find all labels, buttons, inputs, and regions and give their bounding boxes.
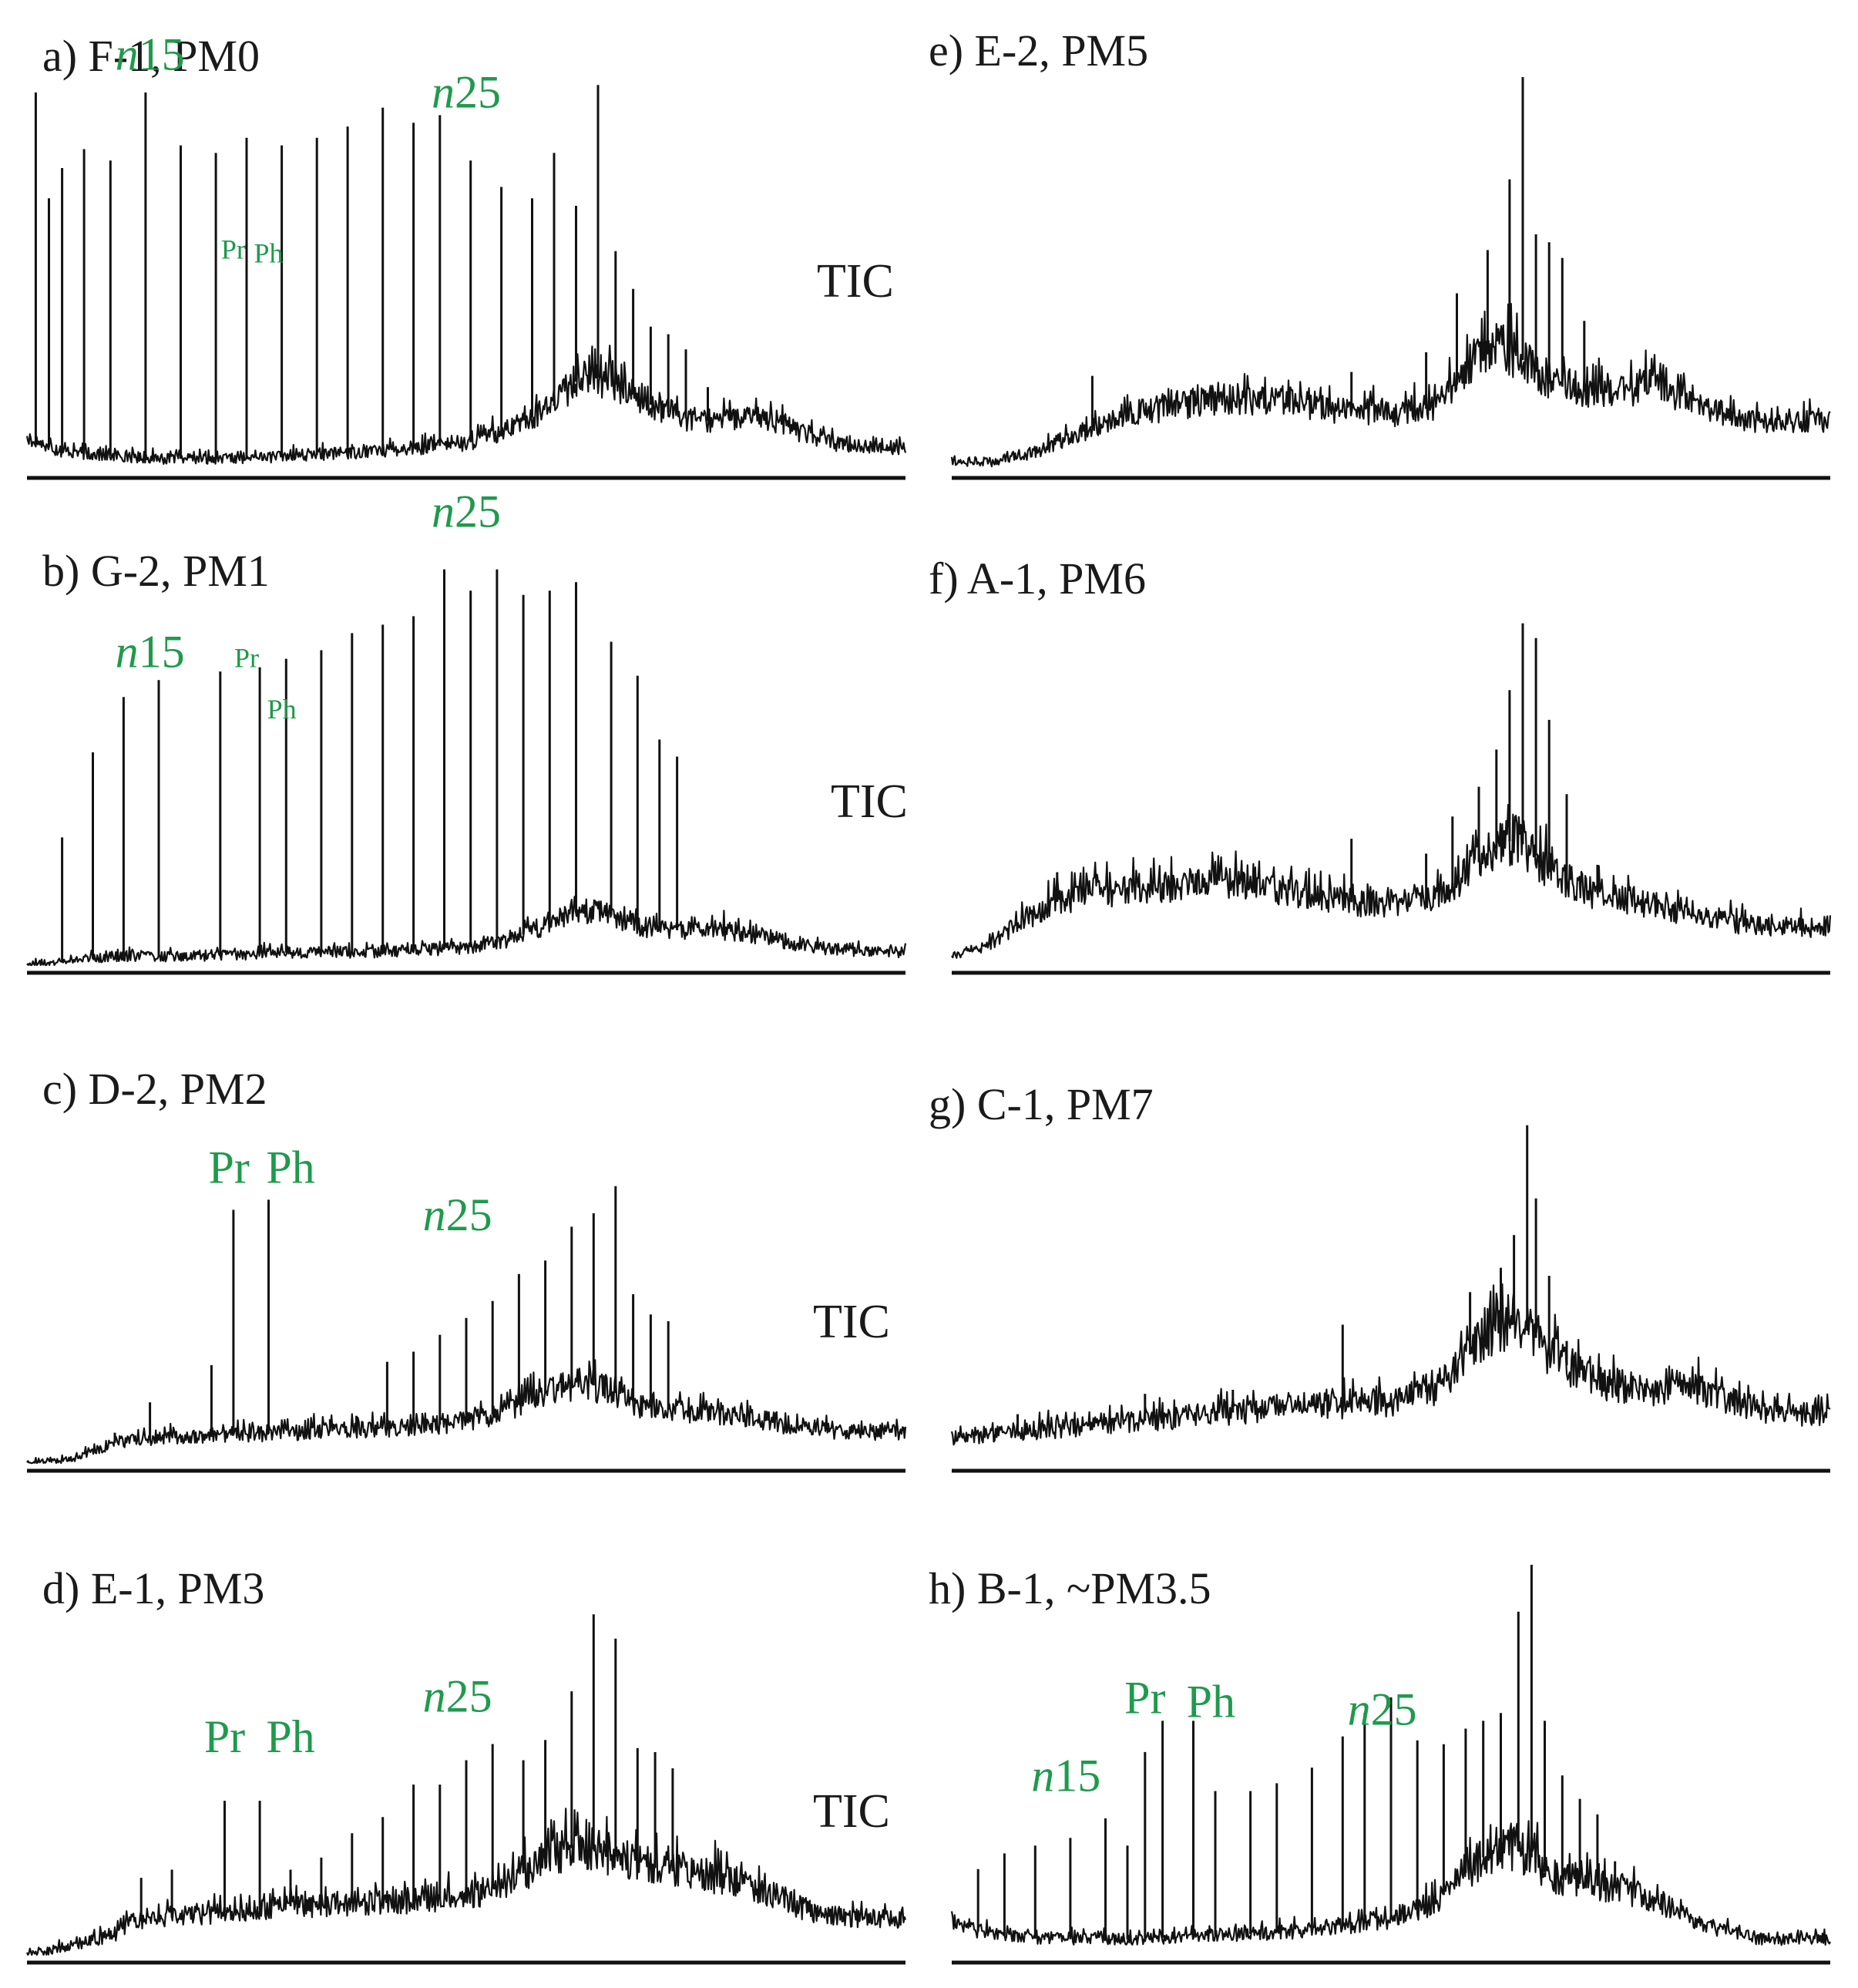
- panel-a: a) F-1, PM0 TIC n15 n25 Pr Ph: [25, 29, 907, 480]
- peak-annotation: n25: [432, 486, 501, 537]
- panel-title: b) G-2, PM1: [42, 546, 270, 596]
- tic-label: TIC: [817, 255, 894, 308]
- panel-title: c) D-2, PM2: [42, 1064, 267, 1114]
- peak-annotation: n25: [423, 1189, 492, 1240]
- peak-annotation: Pr: [1124, 1672, 1165, 1723]
- peak-annotation: Pr: [209, 1142, 250, 1193]
- peak-annotation: n15: [116, 29, 185, 80]
- peak-annotation: n25: [1348, 1684, 1417, 1735]
- peak-annotation: Ph: [266, 1711, 314, 1762]
- tic-label: TIC: [813, 1785, 890, 1838]
- panel-e: e) E-2, PM5: [929, 25, 1831, 480]
- panel-title: f) A-1, PM6: [929, 553, 1146, 604]
- panel-title: a) F-1, PM0: [42, 31, 260, 81]
- panel-f: f) A-1, PM6: [929, 553, 1832, 975]
- peak-annotation: Ph: [1187, 1676, 1235, 1727]
- chromatogram-trace: [951, 803, 1832, 959]
- chromatogram-trace: [26, 896, 907, 967]
- chromatogram-trace: [950, 1283, 1831, 1446]
- peak-annotation: n15: [1031, 1751, 1100, 1801]
- panel-b: b) G-2, PM1 TIC n15 n25 Pr Ph: [26, 486, 908, 975]
- peak-annotation: Pr: [204, 1711, 245, 1762]
- peak-annotation: Pr: [234, 643, 259, 674]
- panel-h: h) B-1, ~PM3.5 n15 Pr Ph n25: [929, 1563, 1831, 1965]
- panel-g: g) C-1, PM7: [929, 1079, 1831, 1473]
- panel-title: e) E-2, PM5: [929, 25, 1148, 76]
- tic-label: TIC: [813, 1296, 890, 1348]
- peak-annotation: Pr: [221, 234, 246, 265]
- peak-annotation: n25: [432, 67, 501, 118]
- peak-annotation: Ph: [254, 238, 283, 269]
- panel-title: d) E-1, PM3: [42, 1563, 264, 1613]
- peak-annotation: n15: [116, 627, 185, 678]
- peak-annotation: n25: [423, 1670, 492, 1721]
- tic-label: TIC: [831, 775, 908, 828]
- peak-annotation: Ph: [267, 694, 297, 725]
- panel-d: d) E-1, PM3 TIC Pr Ph n25: [25, 1563, 907, 1965]
- panel-c: c) D-2, PM2 TIC Pr Ph n25: [26, 1064, 907, 1473]
- panel-title: h) B-1, ~PM3.5: [929, 1563, 1211, 1613]
- chromatogram-trace: [25, 345, 907, 465]
- peak-annotation: Ph: [266, 1142, 314, 1193]
- chromatogram-trace: [950, 303, 1831, 468]
- panel-title: g) C-1, PM7: [929, 1079, 1154, 1129]
